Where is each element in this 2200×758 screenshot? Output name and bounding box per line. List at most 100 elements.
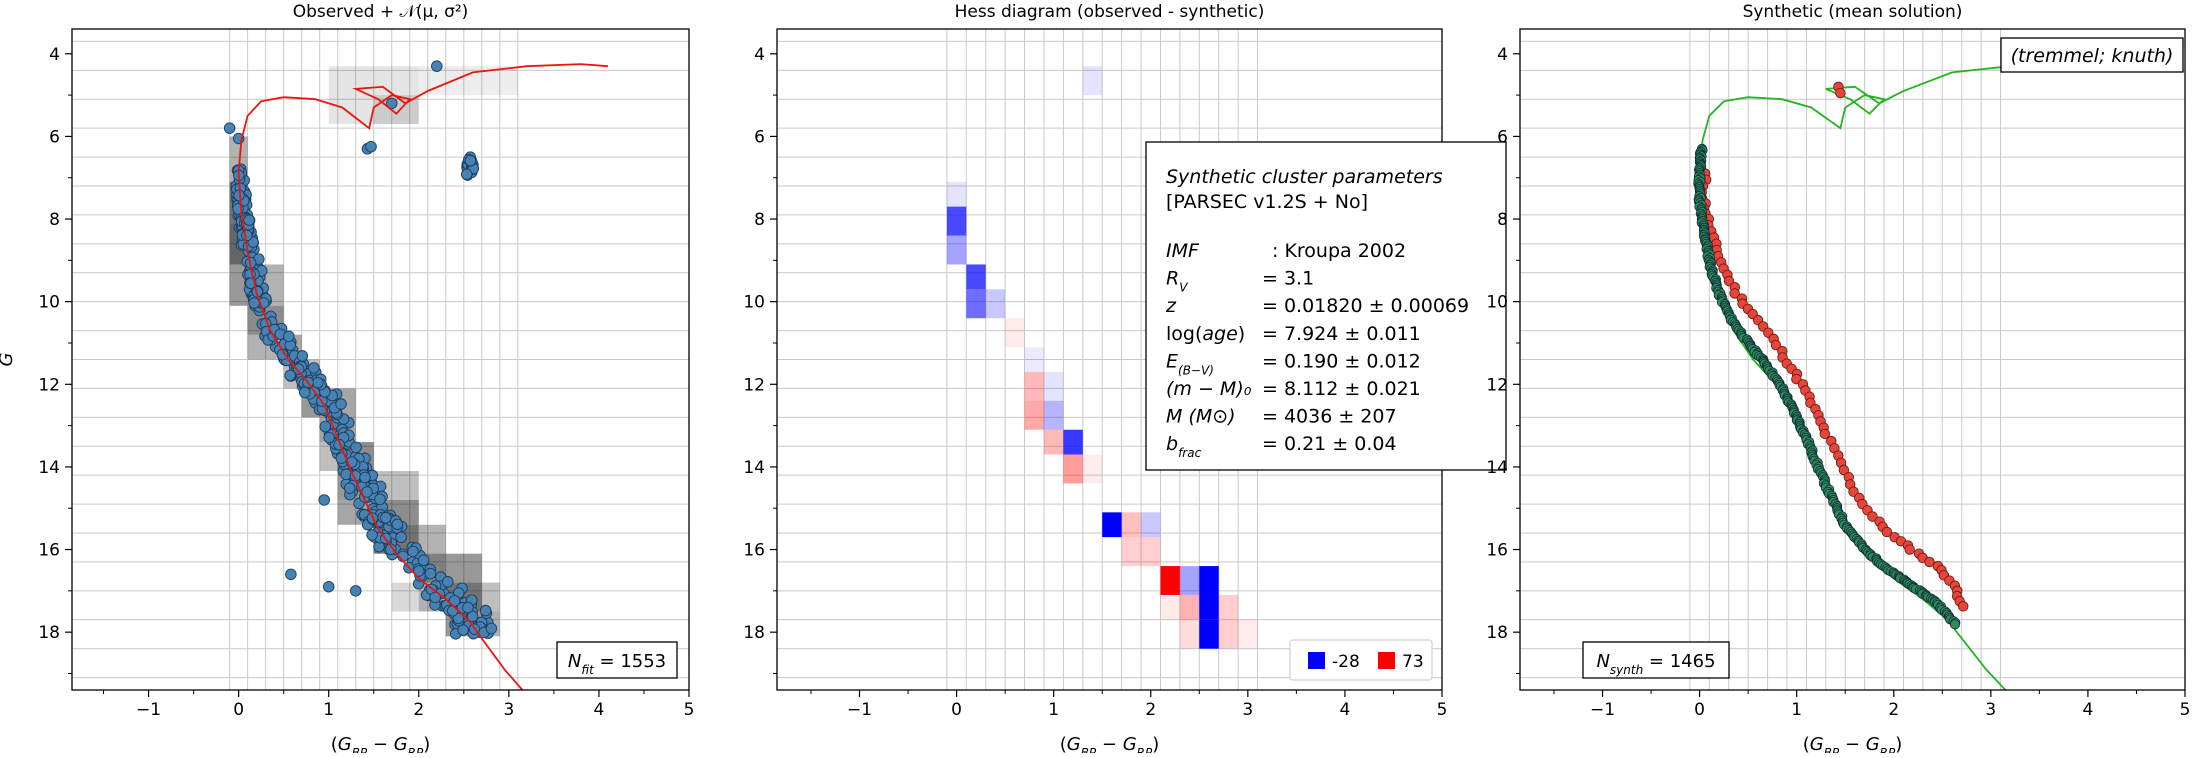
binary-stars [1696, 81, 1969, 612]
star-point [391, 518, 404, 530]
chart-title: Synthetic (mean solution) [1743, 2, 1963, 22]
hess-cell [481, 582, 500, 612]
xlabel-close: ) [1895, 734, 1902, 753]
star-point [374, 493, 386, 506]
n-synth-box: Nsynth = 1465 [1582, 641, 1730, 679]
label-sub: V [1179, 281, 1188, 295]
hess-cell [1043, 429, 1064, 455]
hess-cell [946, 206, 967, 236]
star-point [340, 468, 352, 481]
star-point [1867, 511, 1878, 522]
star-point [385, 543, 397, 556]
star-point [442, 576, 454, 588]
star-point [1770, 339, 1782, 351]
star-point [417, 554, 430, 566]
star-point [1924, 556, 1935, 568]
label-sub: synth [1610, 663, 1643, 677]
note-value: = 1553 [594, 651, 666, 672]
label-main: G [1810, 734, 1824, 753]
y-tick-label: 18 [38, 623, 60, 643]
star-point [243, 214, 255, 226]
x-tick-label: 2 [1888, 700, 1899, 720]
hess-cell [1160, 594, 1180, 620]
legend-swatch [1378, 652, 1395, 669]
hess-cell [1121, 537, 1142, 567]
label-sub: fit [581, 663, 595, 677]
param-subtitle: [PARSEC v1.2S + No] [1166, 191, 1368, 213]
param-label: IMF [1166, 240, 1200, 262]
n-fit-box: Nfit = 1553 [556, 641, 678, 679]
xlabel-minus: − [1839, 734, 1866, 753]
star-point [365, 140, 377, 153]
legend: -28 73 [1289, 639, 1433, 681]
hess-cell [1102, 512, 1122, 538]
hess-cell [966, 289, 986, 319]
star-point [319, 420, 331, 433]
label-main: R [1166, 268, 1179, 290]
hess-cell [328, 66, 419, 96]
star-point [296, 350, 309, 362]
hess-cell [1218, 619, 1239, 649]
lab-c: ) [1238, 323, 1245, 345]
param-value: = 8.112 ± 0.021 [1262, 378, 1421, 400]
star-point [318, 494, 330, 506]
legend-frame [1289, 639, 1433, 681]
star-point [1949, 619, 1960, 630]
x-tick-label: −1 [847, 700, 872, 720]
y-tick-label: 16 [743, 541, 765, 561]
hess-cell [1063, 429, 1083, 455]
axes-frame [1519, 28, 2186, 691]
y-tick-label: 4 [49, 45, 60, 65]
x-tick-label: 0 [233, 700, 244, 720]
legend-label: -28 [1332, 652, 1360, 672]
param-label: (m − M)₀ [1166, 378, 1252, 400]
x-axis-label: (GBP − GRP) [1803, 734, 1903, 753]
param-value: = 7.924 ± 0.011 [1262, 323, 1421, 345]
y-axis-label: G [0, 352, 17, 366]
star-point [366, 529, 378, 541]
grid [72, 29, 689, 690]
lab-a: M (M⊙) [1166, 406, 1236, 428]
star-point [292, 363, 305, 375]
x-tick-label: 1 [1048, 700, 1059, 720]
star-point [446, 605, 459, 617]
y-tick-label: 8 [754, 210, 765, 230]
note-text: Nfit = 1553 [568, 651, 666, 677]
star-point [1729, 288, 1740, 299]
hess-cell [328, 95, 374, 125]
param-label: bfrac [1166, 433, 1202, 460]
y-tick-label: 6 [49, 127, 60, 147]
y-tick-label: 12 [1486, 375, 1508, 395]
star-point [1838, 464, 1850, 476]
hess-cell [1082, 454, 1103, 484]
x-axis-label: (GBP − GRP) [1060, 734, 1160, 753]
note-frame [1582, 641, 1730, 679]
star-point [349, 585, 362, 597]
star-point [407, 545, 419, 558]
parameter-box: Synthetic cluster parameters [PARSEC v1.2… [1145, 141, 1507, 471]
hess-cell [1179, 566, 1200, 595]
hess-cell [985, 289, 1006, 319]
y-tick-label: 14 [1486, 458, 1508, 478]
hess-cell [418, 524, 446, 554]
hess-cell [1082, 66, 1103, 96]
x-tick-label: 3 [1242, 700, 1253, 720]
star-point [298, 386, 311, 399]
param-value: = 0.21 ± 0.04 [1262, 433, 1397, 455]
label-main: E [1166, 350, 1178, 372]
star-point [380, 512, 392, 524]
x-tick-label: 3 [1985, 700, 1996, 720]
method-box: (tremmel; knuth) [2000, 37, 2184, 73]
y-tick-label: 16 [38, 541, 60, 561]
hess-cell [1199, 594, 1219, 620]
star-point [1835, 87, 1846, 99]
note-value: = 1465 [1643, 651, 1715, 672]
label-main: G [1866, 734, 1880, 753]
label-main: b [1166, 433, 1178, 455]
hess-cell [1141, 537, 1161, 567]
y-tick-label: 12 [38, 375, 60, 395]
